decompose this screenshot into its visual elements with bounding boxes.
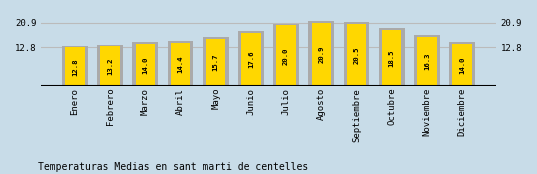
Text: 17.6: 17.6 bbox=[248, 51, 254, 68]
Text: 18.5: 18.5 bbox=[389, 49, 395, 67]
Bar bbox=[308, 21, 334, 86]
Bar bbox=[273, 24, 299, 86]
Text: 14.0: 14.0 bbox=[142, 56, 148, 74]
Text: 16.3: 16.3 bbox=[424, 53, 430, 70]
Bar bbox=[379, 29, 404, 86]
Bar bbox=[241, 33, 260, 86]
Bar bbox=[277, 25, 296, 86]
Bar bbox=[97, 45, 123, 86]
Bar bbox=[206, 38, 226, 86]
Bar bbox=[347, 24, 366, 86]
Bar bbox=[453, 44, 472, 86]
Text: 20.0: 20.0 bbox=[283, 47, 289, 65]
Bar bbox=[238, 31, 264, 86]
Text: 13.2: 13.2 bbox=[107, 58, 113, 75]
Text: 15.7: 15.7 bbox=[213, 54, 219, 71]
Text: 20.9: 20.9 bbox=[318, 46, 324, 63]
Bar bbox=[133, 42, 158, 86]
Bar bbox=[414, 35, 440, 86]
Bar bbox=[65, 47, 84, 86]
Text: 14.0: 14.0 bbox=[459, 56, 465, 74]
Bar bbox=[311, 23, 331, 86]
Bar bbox=[171, 42, 190, 86]
Bar bbox=[203, 37, 229, 86]
Bar bbox=[168, 41, 193, 86]
Bar bbox=[417, 37, 437, 86]
Bar bbox=[62, 46, 88, 86]
Bar bbox=[344, 22, 369, 86]
Text: 20.5: 20.5 bbox=[353, 46, 359, 64]
Bar bbox=[382, 30, 401, 86]
Bar bbox=[100, 46, 120, 86]
Text: 14.4: 14.4 bbox=[178, 56, 184, 73]
Text: 12.8: 12.8 bbox=[72, 58, 78, 76]
Text: Temperaturas Medias en sant marti de centelles: Temperaturas Medias en sant marti de cen… bbox=[38, 162, 308, 172]
Bar bbox=[449, 42, 475, 86]
Bar bbox=[136, 44, 155, 86]
